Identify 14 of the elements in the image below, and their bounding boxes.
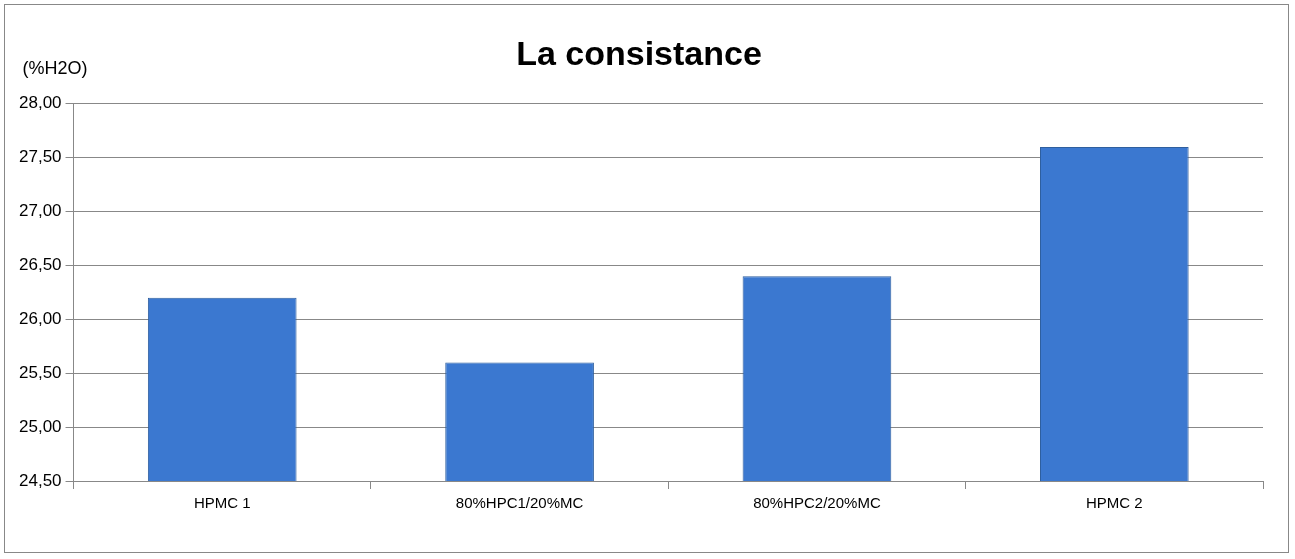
x-tick-label: 80%HPC2/20%MC bbox=[753, 494, 881, 512]
x-tick-label: HPMC 1 bbox=[193, 494, 251, 512]
y-axis-title: (%H2O) bbox=[22, 57, 88, 78]
y-tick-label: 25,00 bbox=[18, 416, 62, 436]
y-tick-label: 26,50 bbox=[18, 255, 62, 275]
y-tick-label: 26,00 bbox=[18, 309, 62, 329]
y-tick-label: 27,50 bbox=[18, 147, 62, 167]
x-tick-label: 80%HPC1/20%MC bbox=[455, 494, 584, 512]
x-tick-label: HPMC 2 bbox=[1085, 494, 1143, 512]
y-tick-label: 25,50 bbox=[18, 362, 62, 382]
y-tick-label: 28,00 bbox=[18, 93, 62, 113]
y-tick-label: 24,50 bbox=[18, 470, 62, 490]
y-tick-label: 27,00 bbox=[18, 201, 62, 221]
chart-title: La consistance bbox=[516, 33, 762, 72]
